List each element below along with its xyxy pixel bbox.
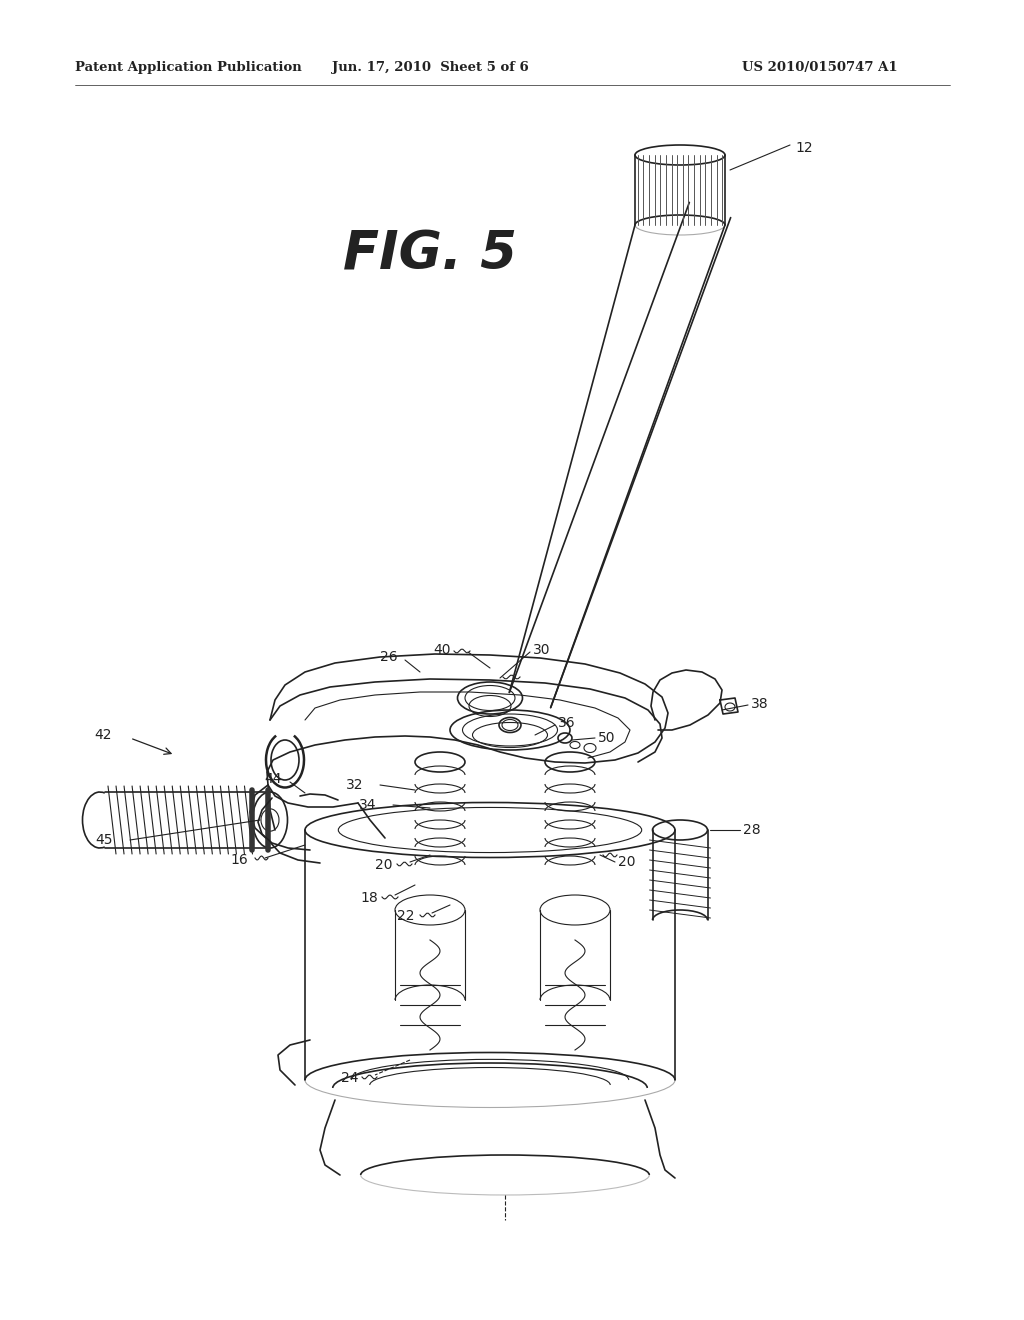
Text: 42: 42 bbox=[94, 729, 112, 742]
Text: 38: 38 bbox=[751, 697, 769, 711]
Text: US 2010/0150747 A1: US 2010/0150747 A1 bbox=[742, 62, 898, 74]
Text: 34: 34 bbox=[358, 799, 376, 812]
Text: 28: 28 bbox=[743, 822, 761, 837]
Text: 20: 20 bbox=[618, 855, 636, 869]
Text: 45: 45 bbox=[95, 833, 113, 847]
Text: FIG. 5: FIG. 5 bbox=[343, 228, 517, 281]
Text: 26: 26 bbox=[380, 649, 398, 664]
Text: 20: 20 bbox=[376, 858, 393, 873]
Text: 24: 24 bbox=[341, 1071, 358, 1085]
Text: 50: 50 bbox=[598, 731, 615, 744]
Text: 22: 22 bbox=[397, 909, 415, 923]
Text: 36: 36 bbox=[558, 715, 575, 730]
Text: 16: 16 bbox=[230, 853, 248, 867]
Text: 32: 32 bbox=[345, 777, 362, 792]
Text: 18: 18 bbox=[360, 891, 378, 906]
Text: 30: 30 bbox=[534, 643, 551, 657]
Text: 40: 40 bbox=[433, 643, 451, 657]
Text: 12: 12 bbox=[795, 141, 813, 154]
Text: Jun. 17, 2010  Sheet 5 of 6: Jun. 17, 2010 Sheet 5 of 6 bbox=[332, 62, 528, 74]
Text: Patent Application Publication: Patent Application Publication bbox=[75, 62, 302, 74]
Text: 44: 44 bbox=[264, 772, 282, 785]
